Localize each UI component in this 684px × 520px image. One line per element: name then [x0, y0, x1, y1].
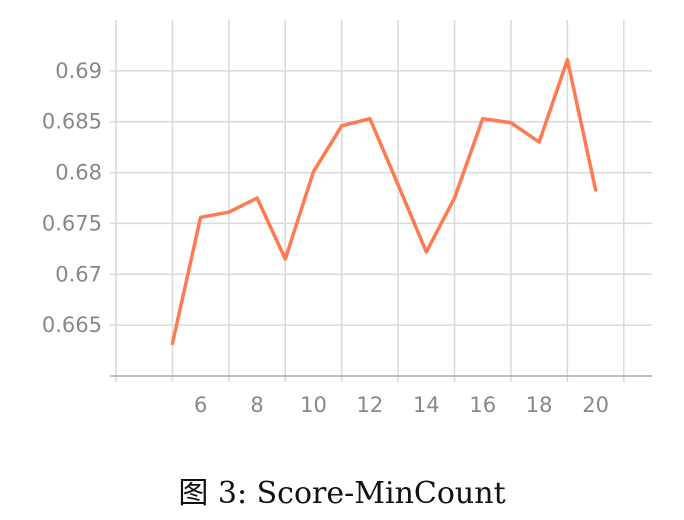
- y-tick-label: 0.67: [55, 262, 102, 286]
- y-tick-label: 0.69: [55, 59, 102, 83]
- x-tick-label: 12: [357, 393, 384, 417]
- x-tick-label: 6: [194, 393, 207, 417]
- score-series-line: [170, 57, 598, 346]
- y-tick-label: 0.685: [42, 110, 102, 134]
- score-mincount-chart: 6 8 10 12 14 16 18 20 0.665 0.67 0.675 0.68 0.685 0.6…: [42, 20, 652, 417]
- x-tick-label: 10: [300, 393, 327, 417]
- y-tick-label: 0.675: [42, 211, 102, 235]
- y-tick-label: 0.665: [42, 313, 102, 337]
- x-tick-label: 14: [413, 393, 440, 417]
- x-tick-label: 8: [250, 393, 263, 417]
- figure-caption: 图 3: Score-MinCount: [178, 476, 506, 511]
- x-tick-label: 16: [469, 393, 496, 417]
- y-tick-label: 0.68: [55, 161, 102, 185]
- x-tick-label: 18: [526, 393, 553, 417]
- x-tick-label: 20: [582, 393, 609, 417]
